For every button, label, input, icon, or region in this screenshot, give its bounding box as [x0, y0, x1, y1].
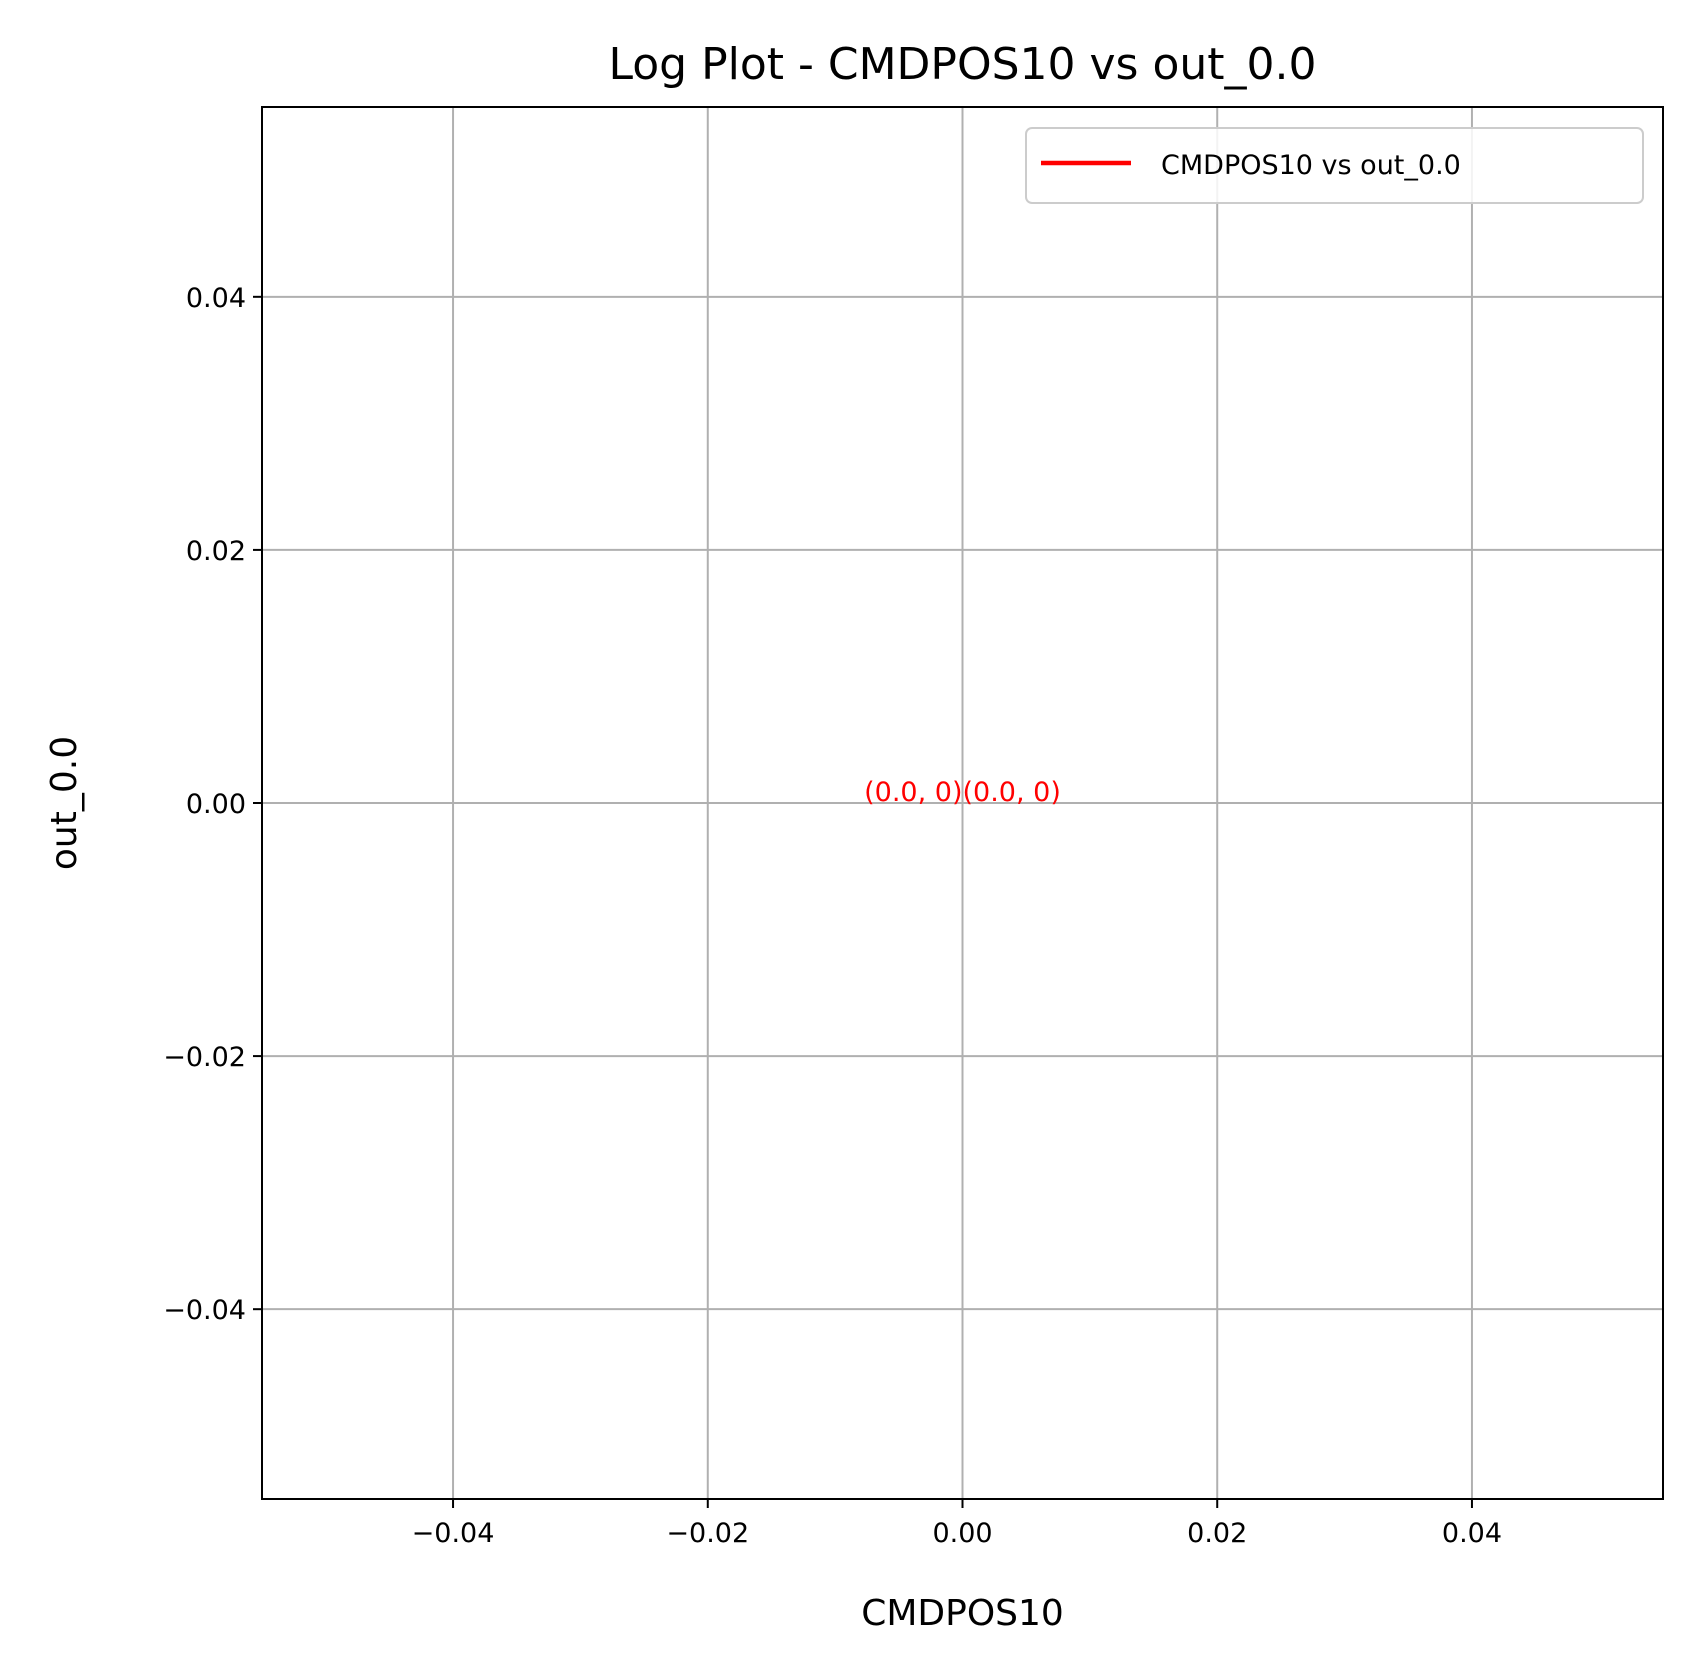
y-tick-label: 0.02	[186, 536, 246, 567]
point-annotation: (0.0, 0)	[864, 777, 962, 808]
x-tick-label: −0.04	[412, 1518, 495, 1549]
y-tick-label: 0.04	[186, 283, 246, 314]
x-tick-label: 0.00	[932, 1518, 992, 1549]
y-tick-label: −0.04	[163, 1295, 246, 1326]
y-tick-label: −0.02	[163, 1042, 246, 1073]
x-tick-label: 0.02	[1187, 1518, 1247, 1549]
x-axis-label: CMDPOS10	[861, 1593, 1064, 1634]
annotations: (0.0, 0) (0.0, 0)	[864, 777, 1061, 808]
chart-title: Log Plot - CMDPOS10 vs out_0.0	[609, 39, 1317, 90]
y-tick-label: 0.00	[186, 789, 246, 820]
grid	[262, 107, 1663, 1499]
point-annotation: (0.0, 0)	[963, 777, 1061, 808]
legend-box	[1025, 127, 1644, 204]
legend: CMDPOS10 vs out_0.0	[1025, 127, 1644, 204]
x-tick-label: 0.04	[1442, 1518, 1502, 1549]
legend-label: CMDPOS10 vs out_0.0	[1161, 150, 1461, 181]
y-axis-label: out_0.0	[44, 736, 85, 870]
ticks: −0.04 −0.02 0.00 0.02 0.04 −0.04 −0.02 0.00 0.02…	[163, 283, 1502, 1549]
x-tick-label: −0.02	[666, 1518, 749, 1549]
